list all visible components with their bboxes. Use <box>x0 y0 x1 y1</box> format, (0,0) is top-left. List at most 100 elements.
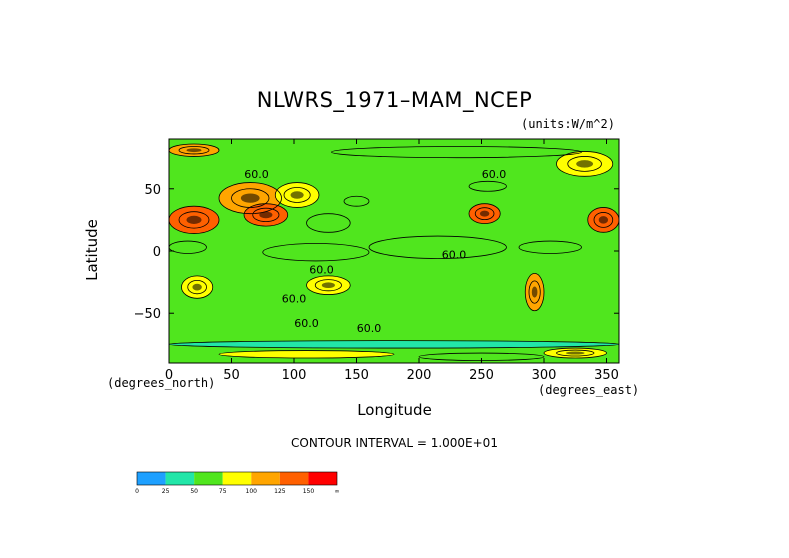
x-axis-ticks: 0 50 100 150 200 250 300 350 <box>165 139 619 383</box>
contour-line <box>262 243 370 262</box>
contour-line <box>468 203 501 225</box>
contour-label: 60.0 <box>309 264 334 277</box>
field-region <box>369 236 507 259</box>
contour-line <box>567 156 602 172</box>
x-tick-label: 150 <box>344 368 369 383</box>
contour-label: 60.0 <box>482 168 507 181</box>
x-unit-label: (degrees_east) <box>538 383 640 397</box>
contour-core <box>479 210 490 217</box>
x-tick-label: 50 <box>223 368 240 383</box>
x-tick-label: 0 <box>165 368 173 383</box>
field-region <box>344 196 369 207</box>
contour-core <box>576 160 594 168</box>
contour-line <box>181 275 214 299</box>
contour-line <box>593 212 614 228</box>
colorbar-swatch <box>222 472 252 485</box>
contour-lines <box>169 143 619 361</box>
y-tick-label: 50 <box>144 183 161 198</box>
colorbar: 0 25 50 75 100 125 150 ∞ <box>135 471 340 495</box>
field-region <box>419 353 544 361</box>
field-region <box>169 340 619 349</box>
contour-line <box>556 151 614 177</box>
contour-line <box>283 187 311 203</box>
contour-line <box>218 182 282 215</box>
contour-label: 60.0 <box>282 292 307 305</box>
contour-line <box>528 280 541 304</box>
contour-core <box>240 193 260 203</box>
contour-line <box>252 207 280 223</box>
y-tick-label: 0 <box>153 245 161 260</box>
x-tick-label: 250 <box>469 368 494 383</box>
field-region <box>519 241 582 254</box>
colorbar-level-label: 0 <box>135 488 139 495</box>
contour-core <box>192 283 202 291</box>
contour-core <box>186 148 202 153</box>
field-region <box>306 213 351 233</box>
x-axis-label: Longitude <box>357 401 432 419</box>
contour-label: 60.0 <box>244 168 269 181</box>
colorbar-level-label: 100 <box>246 488 258 495</box>
contour-line <box>306 275 351 295</box>
contour-label: 60.0 <box>357 322 382 335</box>
contour-line <box>169 205 220 234</box>
contour-line <box>343 195 370 207</box>
contour-labels: 60.0 60.0 60.0 60.0 60.0 60.0 60.0 <box>244 168 506 335</box>
y-unit-label: (degrees_north) <box>107 376 216 390</box>
colorbar-swatch <box>308 472 337 485</box>
contour-label: 60.0 <box>294 317 319 330</box>
contour-line <box>468 180 507 192</box>
contour-label: 60.0 <box>442 249 467 262</box>
contour-line <box>524 273 545 312</box>
field-region <box>169 241 207 254</box>
contour-line <box>274 182 320 208</box>
contour-core <box>259 211 273 219</box>
x-tick-label: 350 <box>594 368 619 383</box>
units-label: (units:W/m^2) <box>521 117 615 131</box>
contour-core <box>186 215 202 224</box>
contour-line <box>178 146 210 155</box>
contour-core <box>565 351 585 355</box>
y-axis-label: Latitude <box>83 219 101 281</box>
colorbar-swatch <box>165 472 195 485</box>
colorbar-swatch <box>279 472 309 485</box>
heatmap-field <box>169 139 619 363</box>
contour-line <box>331 146 582 159</box>
colorbar-level-label: 25 <box>162 488 170 495</box>
contour-line <box>306 213 351 233</box>
field-region <box>331 146 582 158</box>
contour-core <box>321 282 335 289</box>
field-region <box>262 243 369 261</box>
colorbar-level-label: ∞ <box>335 488 340 495</box>
contour-line <box>218 350 395 359</box>
colorbar-swatch <box>137 472 166 485</box>
x-tick-label: 200 <box>407 368 432 383</box>
field-region <box>219 350 394 359</box>
contour-line <box>587 207 619 233</box>
contour-core <box>290 191 304 199</box>
contour-core <box>531 286 538 298</box>
contour-line <box>518 240 582 254</box>
colorbar-level-label: 125 <box>274 488 286 495</box>
contour-line <box>169 340 619 349</box>
colorbar-level-label: 50 <box>190 488 198 495</box>
field-region <box>469 181 507 192</box>
y-axis-ticks: 50 0 −50 <box>134 183 619 322</box>
colorbar-level-label: 75 <box>219 488 227 495</box>
contour-line <box>243 203 289 227</box>
contour-line <box>169 240 207 254</box>
contour-line <box>368 235 507 259</box>
contour-interval-label: CONTOUR INTERVAL = 1.000E+01 <box>291 436 498 450</box>
contour-core <box>598 216 609 224</box>
colorbar-swatch <box>194 472 223 485</box>
colorbar-swatch <box>251 472 280 485</box>
contour-line <box>556 349 595 357</box>
colorbar-level-label: 150 <box>303 488 315 495</box>
x-tick-label: 100 <box>282 368 307 383</box>
contour-line <box>169 143 220 157</box>
contour-line <box>314 279 342 292</box>
contour-line <box>474 207 495 221</box>
contour-line <box>178 211 210 229</box>
x-tick-label: 300 <box>532 368 557 383</box>
colorbar-frame <box>136 471 338 486</box>
